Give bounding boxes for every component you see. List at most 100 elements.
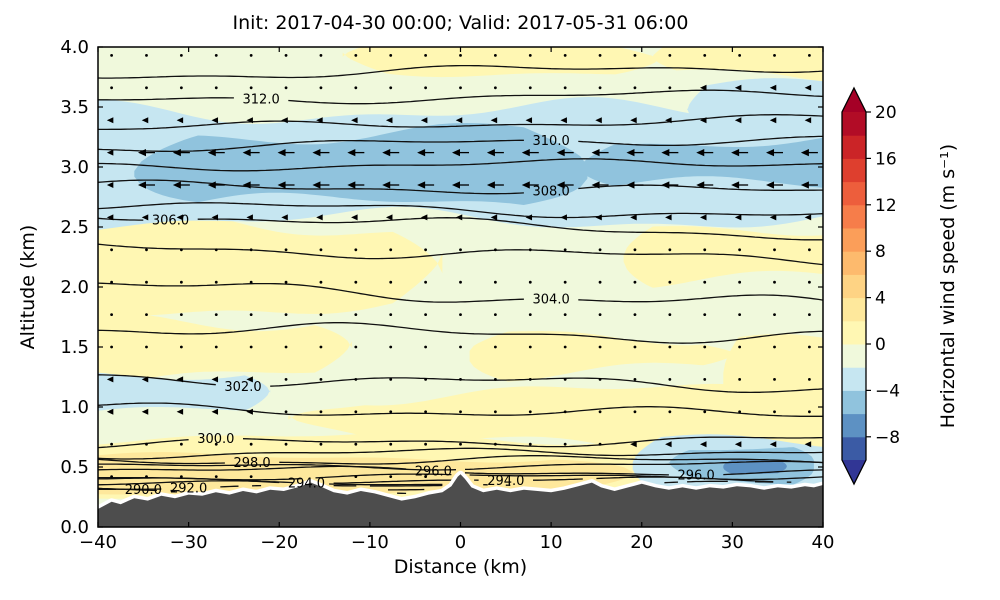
wind-dot xyxy=(808,313,811,316)
wind-dot xyxy=(319,248,323,252)
wind-dot xyxy=(563,54,567,57)
colorbar-segment xyxy=(842,344,866,368)
theta-contour-line xyxy=(98,487,425,492)
wind-arrow xyxy=(246,214,253,221)
wind-dot xyxy=(563,378,567,381)
wind-dot xyxy=(319,378,323,381)
theta-contour-line xyxy=(98,282,823,303)
x-tick-label: −30 xyxy=(170,532,208,553)
wind-arrow xyxy=(734,117,742,124)
colorbar-segment xyxy=(842,367,866,391)
contour-label: 290.0 xyxy=(125,483,162,498)
wind-fill-region xyxy=(723,459,787,474)
wind-dot xyxy=(249,248,253,252)
wind-arrow xyxy=(731,181,740,189)
wind-dot xyxy=(738,410,742,414)
wind-arrow xyxy=(137,181,146,189)
wind-dot xyxy=(633,410,637,414)
wind-arrow xyxy=(420,117,428,124)
wind-fill-region xyxy=(578,137,823,188)
contour-label: 306.0 xyxy=(152,213,189,228)
wind-dot xyxy=(179,345,183,349)
wind-dot xyxy=(493,280,497,284)
wind-arrow xyxy=(242,181,251,189)
wind-dot xyxy=(459,86,462,90)
wind-dot xyxy=(773,313,776,316)
wind-dot xyxy=(145,86,148,90)
wind-arrow xyxy=(106,117,114,124)
theta-contour-line xyxy=(98,402,823,417)
wind-dot xyxy=(703,280,707,284)
y-tick-label: 1.0 xyxy=(60,397,89,418)
wind-dot xyxy=(249,280,253,284)
wind-dot xyxy=(284,280,288,284)
wind-dot xyxy=(633,280,637,284)
wind-dot xyxy=(179,475,183,478)
wind-dot xyxy=(459,410,462,414)
colorbar-segment xyxy=(842,135,866,159)
y-tick-label: 0.0 xyxy=(60,517,89,538)
theta-contour-line xyxy=(98,447,823,460)
wind-arrow xyxy=(172,181,181,189)
wind-dot xyxy=(668,410,672,414)
wind-dot xyxy=(633,345,637,349)
theta-contour-line xyxy=(98,480,774,486)
wind-dot xyxy=(389,345,393,349)
y-axis-label: Altitude (km) xyxy=(17,224,39,350)
theta-contour-line xyxy=(98,473,823,481)
wind-dot xyxy=(389,410,393,414)
x-tick-label: −10 xyxy=(351,532,389,553)
wind-arrow xyxy=(312,181,321,189)
wind-fill-region xyxy=(98,311,352,386)
wind-fill-region xyxy=(98,372,271,411)
wind-dot xyxy=(110,313,113,316)
axes: −40 −30 −20 −10 0 10 20 30 40 0.0 0.5 1.0 1.5 2.0 2.5 3… xyxy=(60,37,834,553)
wind-dot xyxy=(738,248,742,252)
wind-arrow xyxy=(141,214,149,221)
y-tick-label: 3.5 xyxy=(60,97,89,118)
wind-dot xyxy=(459,378,462,381)
wind-arrow xyxy=(452,181,460,189)
colorbar-segment xyxy=(842,228,866,252)
contour-label: 312.0 xyxy=(243,92,280,107)
wind-arrow xyxy=(665,441,672,448)
wind-arrow xyxy=(172,149,181,157)
colorbar-segment xyxy=(842,413,866,438)
wind-arrow xyxy=(106,182,114,188)
wind-arrow xyxy=(521,149,530,157)
wind-arrow xyxy=(560,214,567,221)
wind-arrow xyxy=(766,181,775,189)
colorbar-tick-label: 0 xyxy=(875,335,886,355)
wind-dot xyxy=(563,280,567,284)
colorbar-segment xyxy=(842,297,866,322)
wind-dot xyxy=(354,442,358,446)
contour-label: 294.0 xyxy=(288,477,325,492)
wind-dot xyxy=(424,410,428,414)
wind-dot xyxy=(424,86,428,90)
wind-arrow xyxy=(312,149,321,157)
wind-arrow xyxy=(490,214,498,221)
wind-dot xyxy=(179,248,183,252)
wind-dot xyxy=(110,54,113,57)
wind-arrows xyxy=(106,54,818,478)
wind-dot xyxy=(738,313,742,316)
wind-arrow xyxy=(769,214,777,221)
wind-arrow xyxy=(211,117,219,124)
wind-arrow xyxy=(382,181,391,189)
wind-dot xyxy=(808,378,811,381)
wind-arrow xyxy=(382,149,391,157)
wind-dot xyxy=(284,442,288,446)
x-tick-label: −20 xyxy=(260,532,298,553)
wind-dot xyxy=(528,248,532,252)
wind-arrow xyxy=(385,117,393,124)
wind-dot xyxy=(284,378,288,381)
wind-dot xyxy=(668,280,672,284)
wind-arrow xyxy=(800,149,809,157)
wind-dot xyxy=(598,410,602,414)
colorbar-segment xyxy=(842,181,866,206)
wind-dot xyxy=(563,442,567,446)
wind-arrow xyxy=(800,181,809,189)
wind-dot xyxy=(179,442,183,446)
wind-arrow xyxy=(804,117,812,124)
wind-dot xyxy=(703,248,707,252)
